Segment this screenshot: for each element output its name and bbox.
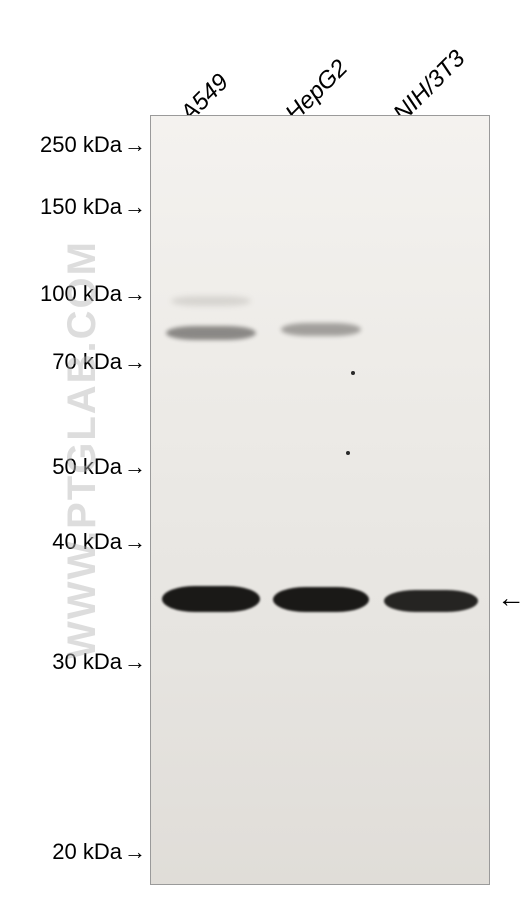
band-1	[281, 323, 361, 336]
marker-text: 70 kDa	[52, 349, 122, 374]
marker-arrow-icon: →	[124, 839, 146, 865]
speck-0	[351, 371, 355, 375]
marker-text: 20 kDa	[52, 839, 122, 864]
lane-labels: A549HepG2NIH/3T3	[0, 0, 530, 120]
band-0	[166, 326, 256, 340]
marker-arrow-icon: →	[124, 529, 146, 555]
blot-membrane	[150, 115, 490, 885]
target-band-arrow: ←	[497, 582, 525, 614]
marker-arrow-icon: →	[124, 281, 146, 307]
marker-arrow-icon: →	[124, 349, 146, 375]
marker-label-6: 30 kDa→	[0, 649, 146, 675]
marker-arrow-icon: →	[124, 194, 146, 220]
marker-text: 50 kDa	[52, 454, 122, 479]
marker-text: 30 kDa	[52, 649, 122, 674]
marker-text: 40 kDa	[52, 529, 122, 554]
blot-background	[151, 116, 489, 884]
marker-label-0: 250 kDa→	[0, 132, 146, 158]
marker-text: 100 kDa	[40, 281, 122, 306]
band-5	[384, 590, 478, 612]
marker-label-7: 20 kDa→	[0, 839, 146, 865]
arrow-glyph: ←	[497, 582, 525, 613]
marker-label-4: 50 kDa→	[0, 454, 146, 480]
marker-label-3: 70 kDa→	[0, 349, 146, 375]
marker-text: 150 kDa	[40, 194, 122, 219]
marker-arrow-icon: →	[124, 132, 146, 158]
band-2	[171, 296, 251, 306]
band-3	[162, 586, 260, 612]
speck-1	[346, 451, 350, 455]
marker-label-1: 150 kDa→	[0, 194, 146, 220]
band-4	[273, 587, 369, 612]
marker-arrow-icon: →	[124, 454, 146, 480]
marker-text: 250 kDa	[40, 132, 122, 157]
marker-label-2: 100 kDa→	[0, 281, 146, 307]
marker-label-5: 40 kDa→	[0, 529, 146, 555]
figure-container: A549HepG2NIH/3T3 250 kDa→150 kDa→100 kDa…	[0, 0, 530, 903]
marker-arrow-icon: →	[124, 649, 146, 675]
